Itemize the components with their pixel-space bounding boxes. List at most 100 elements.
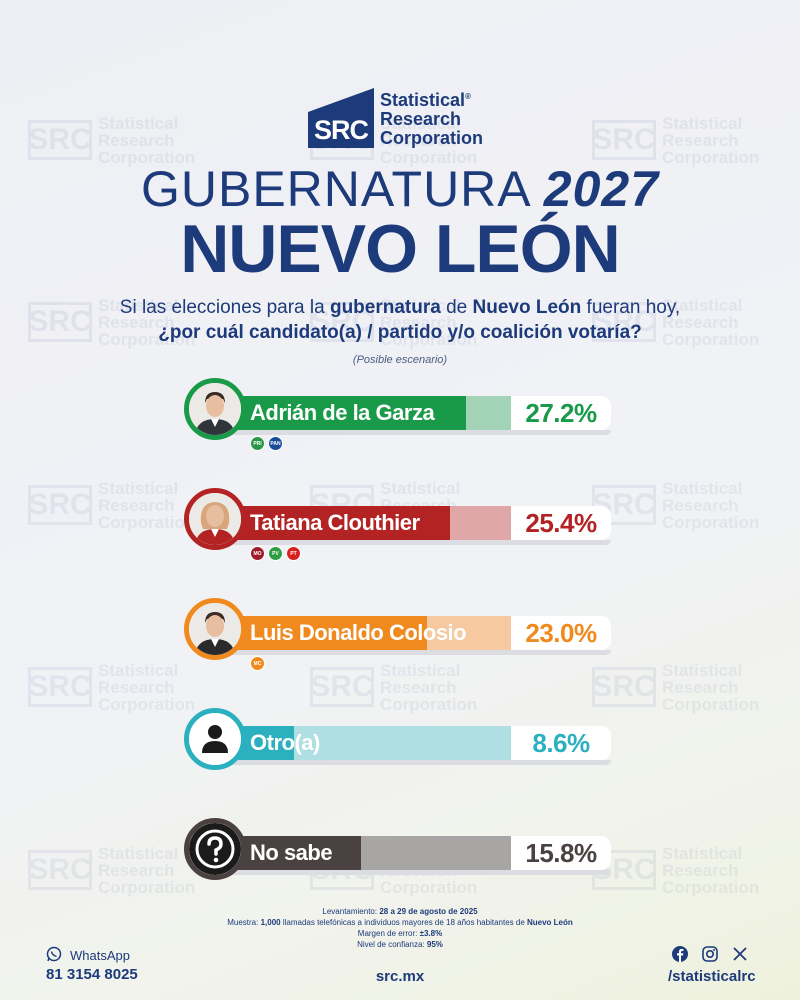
question-avatar-icon: [184, 818, 246, 880]
question-b1: gubernatura: [329, 297, 441, 318]
party-logos: PRI PAN: [250, 436, 283, 451]
watermark-mark: SRC: [592, 302, 656, 342]
bar-fill: [214, 396, 466, 430]
question-line2: ¿por cuál candidato(a) / partido y/o coa…: [158, 322, 642, 343]
bar-value-label: 25.4%: [511, 506, 611, 540]
whatsapp-link[interactable]: WhatsApp: [46, 946, 130, 965]
watermark-mark: SRC: [310, 302, 374, 342]
chart-row: Tatiana Clouthier 25.4% MO PV PT: [184, 488, 614, 561]
bar-shadow: [214, 760, 611, 765]
title-state: NUEVO LEÓN: [180, 211, 621, 287]
bar-value-label: 8.6%: [511, 726, 611, 760]
bar-value-label: 27.2%: [511, 396, 611, 430]
party-logo-pri-icon: PRI: [250, 436, 265, 451]
party-logos: MC: [250, 656, 265, 671]
watermark-mark: SRC: [28, 302, 92, 342]
bar-value-label: 15.8%: [511, 836, 611, 870]
foot-l2d: Nuevo León: [526, 918, 573, 927]
watermark-mark: SRC: [28, 120, 92, 160]
bar-category-label: Adrián de la Garza: [250, 400, 435, 425]
phone-number[interactable]: 81 3154 8025: [46, 966, 138, 983]
watermark-mark: SRC: [592, 667, 656, 707]
watermark-mark: SRC: [592, 485, 656, 525]
watermark-mark: SRC: [310, 667, 374, 707]
title-gubernatura: GUBERNATURA 2027: [0, 160, 800, 218]
question-b2: Nuevo León: [472, 297, 582, 318]
question-p3: fueran hoy,: [581, 297, 681, 318]
candidate-avatar: [184, 488, 246, 550]
chart-row: Luis Donaldo Colosio 23.0% MC: [184, 598, 614, 671]
brand-logo: SRC Statistical® Research Corporation: [308, 78, 498, 148]
bar-track: Luis Donaldo Colosio: [214, 616, 511, 650]
bar-fill: [214, 506, 450, 540]
bar-shadow: [214, 430, 611, 435]
title-line1: GUBERNATURA: [140, 161, 529, 217]
foot-l4b: 95%: [426, 940, 443, 949]
instagram-icon[interactable]: [702, 946, 718, 967]
question-p1: Si las elecciones para la: [119, 297, 330, 318]
foot-l1b: 28 a 29 de agosto de 2025: [379, 907, 478, 916]
bar-shadow: [214, 870, 611, 875]
foot-l4a: Nivel de confianza:: [357, 940, 427, 949]
bar-remainder: [361, 836, 511, 870]
whatsapp-label: WhatsApp: [70, 948, 130, 963]
bar-remainder: [427, 616, 511, 650]
social-icons: [672, 946, 748, 967]
scenario-note: (Posible escenario): [352, 354, 448, 366]
src-logo-mark: SRC: [308, 84, 374, 148]
foot-l1a: Levantamiento:: [322, 907, 380, 916]
bar-shadow: [214, 540, 611, 545]
watermark-mark: SRC: [592, 120, 656, 160]
bar-track: No sabe: [214, 836, 511, 870]
facebook-icon[interactable]: [672, 946, 688, 967]
bar-shadow: [214, 650, 611, 655]
watermark-mark: SRC: [28, 485, 92, 525]
person-avatar-icon: [184, 708, 246, 770]
bar-category-label: Luis Donaldo Colosio: [250, 620, 467, 645]
bar-remainder: [450, 506, 511, 540]
brand-name-line1: Statistical: [380, 90, 466, 110]
social-handle[interactable]: /statisticalrc: [668, 968, 756, 985]
chart-row: Otro(a) 8.6%: [184, 708, 614, 778]
candidate-avatar: [184, 378, 246, 440]
x-icon[interactable]: [732, 946, 748, 967]
party-logo-mc-icon: MC: [250, 656, 265, 671]
registered-mark: ®: [465, 92, 471, 101]
chart-row: Adrián de la Garza 27.2% PRI PAN: [184, 378, 614, 451]
bar-category-label: Tatiana Clouthier: [250, 510, 420, 535]
foot-l2a: Muestra:: [227, 918, 261, 927]
party-logo-morena-icon: MO: [250, 546, 265, 561]
party-logos: MO PV PT: [250, 546, 301, 561]
watermark-mark: SRC: [28, 850, 92, 890]
bar-category-label: No sabe: [250, 840, 333, 865]
bar-track: Otro(a): [214, 726, 511, 760]
candidate-avatar: [184, 598, 246, 660]
methodology-footer: Levantamiento: 28 a 29 de agosto de 2025…: [0, 906, 800, 950]
bar-remainder: [294, 726, 511, 760]
title-year: 2027: [543, 161, 660, 217]
website-link[interactable]: src.mx: [375, 968, 425, 985]
bar-value-label: 23.0%: [511, 616, 611, 650]
